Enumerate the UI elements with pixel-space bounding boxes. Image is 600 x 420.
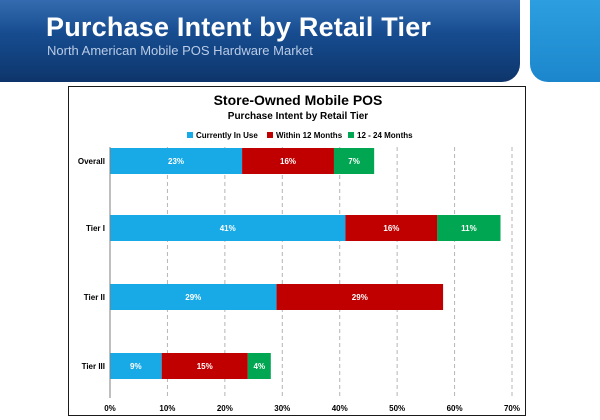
legend-label-12-24-months: 12 - 24 Months [357, 131, 413, 140]
data-label: 7% [348, 157, 360, 166]
data-label: 11% [461, 224, 477, 233]
x-tick-label: 10% [159, 404, 175, 413]
chart-frame: Store-Owned Mobile POS Purchase Intent b… [68, 86, 526, 416]
legend-label-currently-in-use: Currently In Use [196, 131, 258, 140]
category-label: Tier II [84, 293, 105, 302]
x-tick-label: 70% [504, 404, 520, 413]
x-tick-label: 30% [274, 404, 290, 413]
bar-12-24-months [247, 353, 271, 379]
data-label: 4% [254, 362, 266, 371]
bar-currently-in-use [110, 284, 277, 310]
legend-swatch-currently-in-use [187, 132, 193, 138]
bar-12-24-months [437, 215, 501, 241]
bar-group-tier-ii: Tier II 29% 29% [84, 284, 444, 310]
bar-within-12-months [242, 148, 334, 174]
accent-block [530, 0, 600, 82]
data-label: 16% [383, 224, 399, 233]
data-label: 41% [220, 224, 236, 233]
bar-currently-in-use [110, 353, 162, 379]
x-tick-label: 60% [447, 404, 463, 413]
chart-legend: Currently In Use Within 12 Months 12 - 24 … [187, 131, 413, 140]
bar-group-overall: Overall 23% 16% 7% [78, 148, 375, 174]
bar-12-24-months [333, 148, 375, 174]
legend-label-within-12-months: Within 12 Months [276, 131, 343, 140]
category-label: Overall [78, 157, 105, 166]
bar-within-12-months [161, 353, 248, 379]
x-tick-label: 40% [332, 404, 348, 413]
x-tick-label: 0% [104, 404, 116, 413]
bar-within-12-months [345, 215, 438, 241]
x-tick-label: 20% [217, 404, 233, 413]
bar-groups: Overall 23% 16% 7% Tier I 41% 16% 11% Tier II 29%… [78, 148, 501, 379]
slide-subtitle: North American Mobile POS Hardware Marke… [47, 43, 313, 58]
x-tick-label: 50% [389, 404, 405, 413]
legend-swatch-12-24-months [348, 132, 354, 138]
stacked-bar-chart: Store-Owned Mobile POS Purchase Intent b… [78, 92, 520, 413]
data-label: 29% [185, 293, 201, 302]
bar-currently-in-use [110, 148, 243, 174]
chart-subtitle: Purchase Intent by Retail Tier [228, 111, 369, 122]
data-label: 15% [197, 362, 213, 371]
legend-swatch-within-12-months [267, 132, 273, 138]
bar-currently-in-use [110, 215, 346, 241]
bar-group-tier-i: Tier I 41% 16% 11% [86, 215, 501, 241]
data-label: 16% [280, 157, 296, 166]
bar-group-tier-iii: Tier III 9% 15% 4% [82, 353, 271, 379]
bar-within-12-months [276, 284, 444, 310]
data-label: 9% [130, 362, 142, 371]
data-label: 23% [168, 157, 184, 166]
banner-highlight [0, 0, 520, 34]
data-label: 29% [352, 293, 368, 302]
category-label: Tier I [86, 224, 105, 233]
category-label: Tier III [82, 362, 105, 371]
slide-title: Purchase Intent by Retail Tier [46, 12, 432, 42]
title-banner [0, 0, 520, 82]
chart-title: Store-Owned Mobile POS [214, 92, 383, 108]
x-axis: 0% 10% 20% 30% 40% 50% 60% 70% [104, 147, 520, 413]
